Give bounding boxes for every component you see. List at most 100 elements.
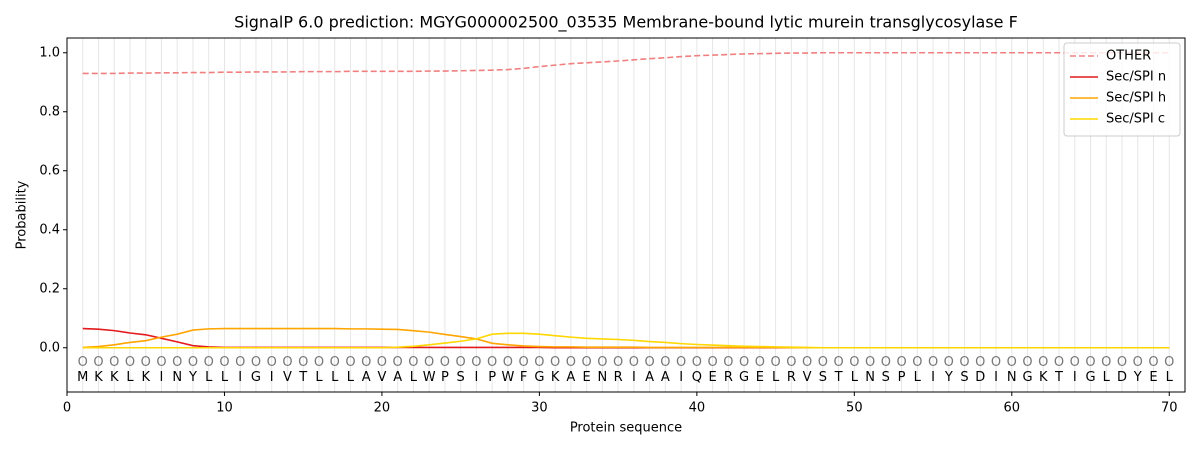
region-label: O (519, 355, 529, 370)
series-line (82, 327, 1170, 349)
region-label: O (408, 355, 418, 370)
region-label: O (235, 355, 245, 370)
residue-label: E (708, 370, 716, 385)
region-label: O (393, 355, 403, 370)
residue-label: F (520, 370, 527, 385)
region-label: O (896, 355, 906, 370)
residue-label: K (1039, 370, 1048, 385)
region-label: O (456, 355, 466, 370)
region-label: O (361, 355, 371, 370)
region-label: O (629, 355, 639, 370)
region-label: O (660, 355, 670, 370)
residue-label: G (1085, 370, 1095, 385)
region-label: O (991, 355, 1001, 370)
region-label: O (1054, 355, 1064, 370)
region-label: O (78, 355, 88, 370)
region-label: O (251, 355, 261, 370)
region-label: O (330, 355, 340, 370)
region-label: O (1133, 355, 1143, 370)
region-label: O (928, 355, 938, 370)
legend-label: Sec/SPI c (1106, 112, 1165, 127)
residue-label: G (739, 370, 749, 385)
region-label: O (314, 355, 324, 370)
residue-label: S (882, 370, 890, 385)
region-label: O (1007, 355, 1017, 370)
region-label: O (345, 355, 355, 370)
residue-label: Y (944, 370, 953, 385)
region-label: O (503, 355, 513, 370)
residue-label: K (94, 370, 103, 385)
residue-label: E (583, 370, 591, 385)
region-label: O (141, 355, 151, 370)
residue-label: L (1103, 370, 1111, 385)
region-label: O (707, 355, 717, 370)
region-label: O (424, 355, 434, 370)
residue-label: A (645, 370, 654, 385)
residue-label: I (1073, 370, 1077, 385)
series-line (82, 332, 1170, 349)
residue-label: A (661, 370, 670, 385)
region-label: O (1085, 355, 1095, 370)
residue-label: R (787, 370, 796, 385)
y-tick-label: 0.6 (39, 163, 60, 178)
residue-label: L (221, 370, 229, 385)
residue-label: L (126, 370, 134, 385)
legend-label: Sec/SPI h (1106, 91, 1166, 106)
y-tick-label: 1.0 (39, 45, 60, 60)
residue-label: L (851, 370, 859, 385)
residue-label: D (975, 370, 985, 385)
region-label: O (1117, 355, 1127, 370)
residue-label: P (488, 370, 496, 385)
residue-label: L (410, 370, 418, 385)
residue-label: E (756, 370, 764, 385)
residue-label: I (160, 370, 164, 385)
residue-label: G (534, 370, 544, 385)
region-label: O (204, 355, 214, 370)
residue-label: A (393, 370, 402, 385)
x-tick-label: 0 (63, 401, 71, 416)
region-label: O (93, 355, 103, 370)
residue-label: D (1117, 370, 1127, 385)
residue-label: L (331, 370, 339, 385)
residue-label: S (960, 370, 968, 385)
region-label: O (975, 355, 985, 370)
residue-label: S (457, 370, 465, 385)
region-label: O (188, 355, 198, 370)
y-tick-label: 0.0 (39, 340, 60, 355)
region-label: O (1070, 355, 1080, 370)
region-label: O (582, 355, 592, 370)
residue-label: L (205, 370, 213, 385)
region-label: O (156, 355, 166, 370)
residue-label: N (598, 370, 608, 385)
region-label: O (739, 355, 749, 370)
y-tick-label: 0.2 (39, 281, 60, 296)
region-label: O (833, 355, 843, 370)
region-label: O (865, 355, 875, 370)
x-tick-label: 70 (1161, 401, 1178, 416)
residue-label: L (315, 370, 323, 385)
region-label: O (613, 355, 623, 370)
y-tick-label: 0.8 (39, 104, 60, 119)
residue-label: P (441, 370, 449, 385)
region-label: O (770, 355, 780, 370)
region-label: O (912, 355, 922, 370)
plot-frame (66, 37, 1186, 393)
residue-label: L (1166, 370, 1174, 385)
region-label: O (786, 355, 796, 370)
residue-label: L (772, 370, 780, 385)
y-axis-label: Probability (15, 180, 30, 249)
x-tick-label: 20 (374, 401, 391, 416)
region-label: O (1101, 355, 1111, 370)
residue-label: I (632, 370, 636, 385)
residue-label: N (1007, 370, 1017, 385)
region-label: O (534, 355, 544, 370)
y-tick-label: 0.4 (39, 222, 60, 237)
residue-label: S (819, 370, 827, 385)
residue-label: K (110, 370, 119, 385)
residue-label: G (251, 370, 261, 385)
region-label: O (298, 355, 308, 370)
x-tick-label: 30 (531, 401, 548, 416)
residue-label: E (1149, 370, 1157, 385)
region-label: O (566, 355, 576, 370)
